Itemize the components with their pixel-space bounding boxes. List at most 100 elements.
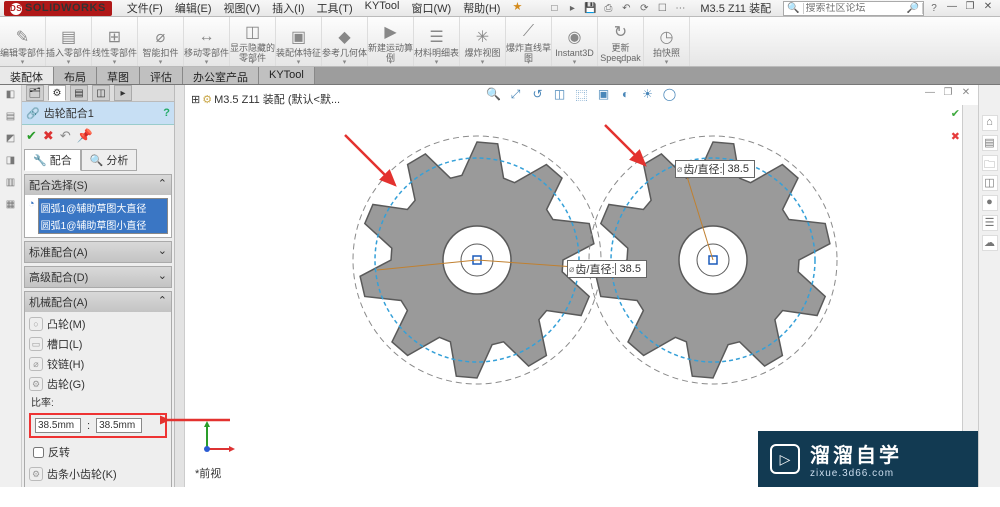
close-icon[interactable]: ✕ bbox=[980, 1, 996, 15]
search-box[interactable]: 🔍 🔎 bbox=[783, 1, 924, 16]
lt-icon-1[interactable]: ◧ bbox=[3, 89, 19, 105]
menu-kytool[interactable]: KYTool bbox=[360, 0, 405, 17]
panel-splitter[interactable] bbox=[175, 85, 185, 487]
tab-布局[interactable]: 布局 bbox=[54, 67, 97, 84]
help-icon[interactable]: ? bbox=[926, 0, 942, 16]
ribbon-智能扣件[interactable]: ⌀智能扣件▾ bbox=[138, 17, 184, 66]
mech-齿轮(G)[interactable]: ⚙齿轮(G) bbox=[25, 374, 171, 394]
reverse-row[interactable]: 反转 bbox=[25, 442, 171, 462]
ribbon-更新Speedpak[interactable]: ↻更新Speedpak▾ bbox=[598, 17, 644, 66]
tab-装配体[interactable]: 装配体 bbox=[0, 67, 54, 84]
lt-icon-6[interactable]: ▦ bbox=[3, 199, 19, 215]
save-icon[interactable]: 💾 bbox=[582, 0, 598, 16]
ribbon-装配体特征[interactable]: ▣装配体特征▾ bbox=[276, 17, 322, 66]
tp-file-explorer-icon[interactable]: 🗀 bbox=[982, 155, 998, 171]
options-icon[interactable]: ☐ bbox=[654, 0, 670, 16]
menu-insert[interactable]: 插入(I) bbox=[267, 0, 309, 17]
search-go-icon[interactable]: 🔎 bbox=[904, 3, 923, 14]
section-select-header[interactable]: 配合选择(S)⌃ bbox=[25, 175, 171, 195]
section-standard: 标准配合(A)⌄ bbox=[24, 241, 172, 263]
ribbon-参考几何体[interactable]: ◆参考几何体▾ bbox=[322, 17, 368, 66]
pm-help-icon[interactable]: ? bbox=[163, 107, 170, 119]
ribbon-插入零部件[interactable]: ▤插入零部件▾ bbox=[46, 17, 92, 66]
undo-icon[interactable]: ↶ bbox=[618, 0, 634, 16]
ribbon-编辑零部件[interactable]: ✎编辑零部件▾ bbox=[0, 17, 46, 66]
rebuild-icon[interactable]: ⟳ bbox=[636, 0, 652, 16]
mech-槽口(L)[interactable]: ▭槽口(L) bbox=[25, 334, 171, 354]
sel-item-2[interactable]: 圆弧1@辅助草图小直径 bbox=[39, 216, 167, 233]
dimension-tag-1[interactable]: ⌀ 齿/直径: 38.5 bbox=[567, 260, 647, 278]
menu-tools[interactable]: 工具(T) bbox=[312, 0, 358, 17]
tp-view-palette-icon[interactable]: ◫ bbox=[982, 175, 998, 191]
ratio-input-b[interactable] bbox=[96, 418, 142, 433]
lt-icon-2[interactable]: ▤ bbox=[3, 111, 19, 127]
pm-tab-disp-icon[interactable]: ◫ bbox=[92, 85, 110, 101]
menu-help[interactable]: 帮助(H) bbox=[458, 0, 505, 17]
open-icon[interactable]: ▸ bbox=[564, 0, 580, 16]
ribbon-材料明细表[interactable]: ☰材料明细表▾ bbox=[414, 17, 460, 66]
print-icon[interactable]: ⎙ bbox=[600, 0, 616, 16]
lt-icon-5[interactable]: ▥ bbox=[3, 177, 19, 193]
mech-齿条小齿轮(K)[interactable]: ⚙齿条小齿轮(K) bbox=[25, 464, 171, 484]
tab-KYTool[interactable]: KYTool bbox=[259, 67, 315, 84]
sel-item-1[interactable]: 圆弧1@辅助草图大直径 bbox=[39, 199, 167, 216]
view-label: *前视 bbox=[195, 465, 221, 481]
dimension-tag-2[interactable]: ⌀ 齿/直径: 38.5 bbox=[675, 160, 755, 178]
menu-window[interactable]: 窗口(W) bbox=[406, 0, 456, 17]
tab-办公室产品[interactable]: 办公室产品 bbox=[183, 67, 259, 84]
section-standard-header[interactable]: 标准配合(A)⌄ bbox=[25, 242, 171, 262]
ok-icon[interactable]: ✔ bbox=[26, 128, 37, 144]
ribbon-爆炸直线草图[interactable]: ⟋爆炸直线草图▾ bbox=[506, 17, 552, 66]
pm-tab-more-icon[interactable]: ▸ bbox=[114, 85, 132, 101]
ribbon-显示隐藏的零部件[interactable]: ◫显示隐藏的零部件▾ bbox=[230, 17, 276, 66]
ribbon-线性零部件[interactable]: ⊞线性零部件▾ bbox=[92, 17, 138, 66]
left-toolbar: ◧ ▤ ◩ ◨ ▥ ▦ bbox=[0, 85, 22, 487]
subtab-mate[interactable]: 🔧配合 bbox=[24, 149, 81, 171]
section-advanced-header[interactable]: 高级配合(D)⌄ bbox=[25, 267, 171, 287]
ribbon-拍快照[interactable]: ◷拍快照▾ bbox=[644, 17, 690, 66]
cancel-icon[interactable]: ✖ bbox=[43, 128, 54, 144]
pushpin-icon[interactable]: 📌 bbox=[77, 128, 93, 144]
menu-file[interactable]: 文件(F) bbox=[122, 0, 168, 17]
restore-icon[interactable]: ❐ bbox=[962, 1, 978, 15]
menu-edit[interactable]: 编辑(E) bbox=[170, 0, 217, 17]
section-mechanical-header[interactable]: 机械配合(A)⌃ bbox=[25, 292, 171, 312]
scrollbar-vertical[interactable] bbox=[962, 105, 978, 431]
tp-forum-icon[interactable]: ☁ bbox=[982, 235, 998, 251]
mate-icon: 🔗 bbox=[26, 107, 40, 120]
tp-design-lib-icon[interactable]: ▤ bbox=[982, 135, 998, 151]
menu-view[interactable]: 视图(V) bbox=[219, 0, 266, 17]
tp-resources-icon[interactable]: ⌂ bbox=[982, 115, 998, 131]
mech-凸轮(M)[interactable]: ○凸轮(M) bbox=[25, 314, 171, 334]
lt-icon-3[interactable]: ◩ bbox=[3, 133, 19, 149]
view-triad[interactable] bbox=[197, 419, 237, 459]
ratio-input-a[interactable] bbox=[35, 418, 81, 433]
minimize-icon[interactable]: — bbox=[944, 1, 960, 15]
selection-list[interactable]: 圆弧1@辅助草图大直径 圆弧1@辅助草图小直径 bbox=[38, 198, 168, 234]
new-icon[interactable]: □ bbox=[546, 0, 562, 16]
mech-铰链(H)[interactable]: ⌀铰链(H) bbox=[25, 354, 171, 374]
reverse-checkbox[interactable] bbox=[33, 447, 44, 458]
mech-螺旋(S)[interactable]: ∿螺旋(S) bbox=[25, 484, 171, 487]
tp-custom-props-icon[interactable]: ☰ bbox=[982, 215, 998, 231]
tab-评估[interactable]: 评估 bbox=[140, 67, 183, 84]
lt-icon-4[interactable]: ◨ bbox=[3, 155, 19, 171]
ribbon-新建运动算例[interactable]: ▶新建运动算例▾ bbox=[368, 17, 414, 66]
more-icon[interactable]: ⋯ bbox=[672, 0, 688, 16]
undo-pm-icon[interactable]: ↶ bbox=[60, 128, 71, 144]
pm-tab-feature-icon[interactable]: 🗂 bbox=[26, 85, 44, 101]
analysis-icon: 🔍 bbox=[90, 154, 104, 167]
ratio-sep: : bbox=[87, 420, 90, 432]
tab-草图[interactable]: 草图 bbox=[97, 67, 140, 84]
section-mechanical: 机械配合(A)⌃ ○凸轮(M)▭槽口(L)⌀铰链(H)⚙齿轮(G) 比率: : … bbox=[24, 291, 172, 487]
pm-tab-prop-icon[interactable]: ⚙ bbox=[48, 85, 66, 101]
ribbon-爆炸视图[interactable]: ✳爆炸视图▾ bbox=[460, 17, 506, 66]
ribbon-Instant3D[interactable]: ◉Instant3D▾ bbox=[552, 17, 598, 66]
ribbon-移动零部件[interactable]: ↔移动零部件▾ bbox=[184, 17, 230, 66]
search-input[interactable] bbox=[804, 3, 904, 14]
pm-tab-config-icon[interactable]: ▤ bbox=[70, 85, 88, 101]
tp-appearances-icon[interactable]: ● bbox=[982, 195, 998, 211]
graphics-area[interactable]: ⊞ ⚙ M3.5 Z11 装配 (默认<默... 🔍 ⤢ ↺ ◫ ⿴ ▣ ◐ ☀… bbox=[185, 85, 978, 487]
subtab-analysis[interactable]: 🔍分析 bbox=[81, 149, 138, 171]
menu-search-icon[interactable]: ★ bbox=[507, 0, 527, 17]
